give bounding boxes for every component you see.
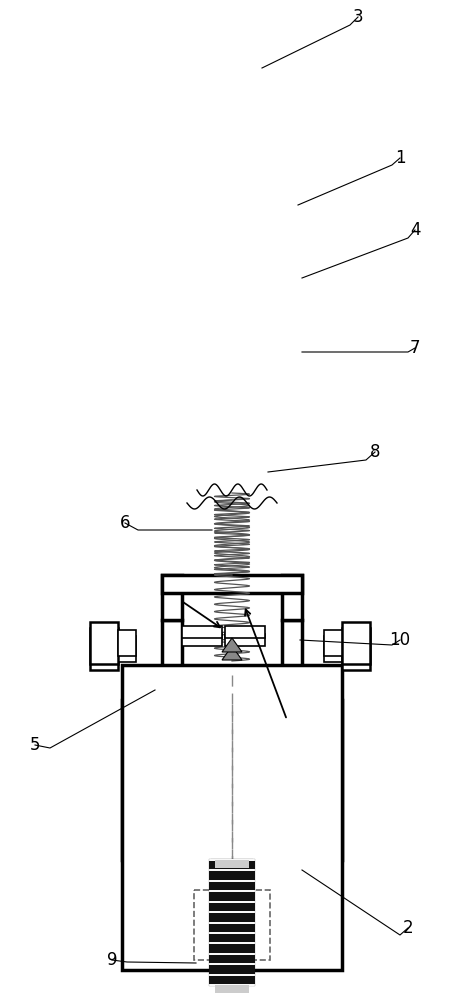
Bar	[324, 630, 342, 656]
Bar	[282, 620, 302, 700]
Text: 7: 7	[410, 339, 420, 357]
Bar	[162, 575, 302, 593]
Text: 6: 6	[120, 514, 130, 532]
Bar	[282, 575, 302, 620]
Polygon shape	[222, 646, 242, 660]
Bar	[210, 860, 254, 985]
Bar	[182, 626, 222, 638]
Text: 9: 9	[107, 951, 117, 969]
Bar	[122, 700, 342, 860]
Bar	[215, 860, 249, 868]
Text: 2: 2	[403, 919, 413, 937]
Text: 5: 5	[30, 736, 40, 754]
Bar	[182, 634, 222, 646]
Text: 3: 3	[352, 8, 363, 26]
Bar	[118, 636, 136, 662]
Text: 4: 4	[410, 221, 420, 239]
Bar	[194, 890, 270, 960]
Text: 8: 8	[370, 443, 380, 461]
Bar	[90, 622, 118, 664]
Bar	[215, 985, 249, 993]
Bar	[225, 634, 265, 646]
Bar	[162, 575, 182, 620]
Bar	[118, 630, 136, 656]
Polygon shape	[222, 638, 242, 652]
Bar	[210, 860, 254, 985]
Text: 1: 1	[395, 149, 405, 167]
Bar	[90, 628, 118, 670]
Bar	[162, 700, 302, 718]
Text: 10: 10	[390, 631, 411, 649]
Bar	[162, 620, 182, 700]
Bar	[212, 860, 252, 870]
Bar	[225, 626, 265, 638]
Bar	[324, 636, 342, 662]
Bar	[122, 665, 342, 970]
Bar	[342, 622, 370, 664]
Bar	[342, 628, 370, 670]
